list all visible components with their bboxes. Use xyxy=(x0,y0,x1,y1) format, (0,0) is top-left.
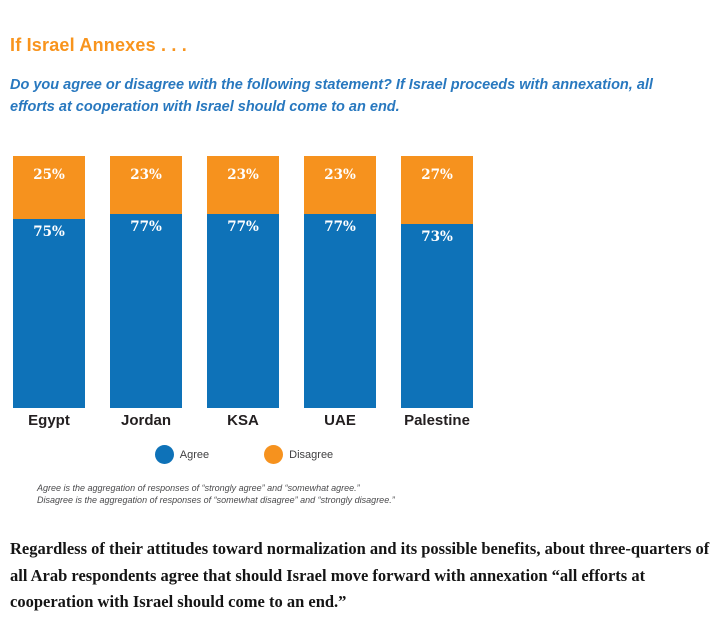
agree-value-label: 73% xyxy=(421,229,453,246)
bar-egypt: 25% 75% xyxy=(13,156,85,408)
category-label-jordan: Jordan xyxy=(120,412,171,429)
agree-segment: 77% xyxy=(304,213,376,408)
disagree-value-label: 25% xyxy=(33,167,65,183)
category-label-egypt: Egypt xyxy=(28,412,70,429)
footnote-line-1: Agree is the aggregation of responses of… xyxy=(37,483,360,493)
agree-value-label: 77% xyxy=(324,218,356,235)
legend-item-disagree: Disagree xyxy=(264,445,333,464)
bar-uae: 23% 77% xyxy=(304,156,376,408)
footnote-line-2: Disagree is the aggregation of responses… xyxy=(37,495,395,505)
agree-swatch-icon xyxy=(154,445,174,464)
legend-label: Disagree xyxy=(289,448,334,461)
figure-question: Do you agree or disagree with the follow… xyxy=(10,77,653,115)
category-label-uae: UAE xyxy=(324,412,356,429)
disagree-value-label: 23% xyxy=(227,167,259,183)
agree-segment: 73% xyxy=(401,224,473,408)
agree-segment: 75% xyxy=(13,219,85,408)
legend-label: Agree xyxy=(179,448,210,461)
figure-title: If Israel Annexes . . . xyxy=(10,35,188,55)
bar-palestine: 27% 73% xyxy=(401,156,473,408)
disagree-segment: 27% xyxy=(401,156,473,225)
disagree-segment: 23% xyxy=(110,156,182,214)
bar-ksa: 23% 77% xyxy=(207,156,279,408)
agree-segment: 77% xyxy=(207,213,279,408)
disagree-swatch-icon xyxy=(264,445,284,464)
category-labels: Egypt Jordan KSA UAE Palestine xyxy=(13,412,473,429)
disagree-value-label: 23% xyxy=(324,167,356,183)
disagree-segment: 23% xyxy=(207,156,279,214)
chart-legend: Agree Disagree xyxy=(13,445,475,464)
chart-footnote: Agree is the aggregation of responses of… xyxy=(37,482,395,506)
legend-item-agree: Agree xyxy=(154,445,210,464)
disagree-value-label: 27% xyxy=(421,167,453,183)
category-label-palestine: Palestine xyxy=(404,412,470,429)
category-label-ksa: KSA xyxy=(227,412,259,429)
agree-value-label: 77% xyxy=(130,218,162,235)
disagree-segment: 23% xyxy=(304,156,376,214)
bar-chart: 25% 75% 23% 77% 23% 77% 23% 77% 27% 73% xyxy=(13,156,473,408)
bar-jordan: 23% 77% xyxy=(110,156,182,408)
disagree-segment: 25% xyxy=(13,156,85,219)
body-paragraph: Regardless of their attitudes toward nor… xyxy=(10,539,710,611)
agree-segment: 77% xyxy=(110,213,182,408)
agree-value-label: 75% xyxy=(33,224,65,240)
disagree-value-label: 23% xyxy=(130,167,162,183)
agree-value-label: 77% xyxy=(227,218,259,235)
